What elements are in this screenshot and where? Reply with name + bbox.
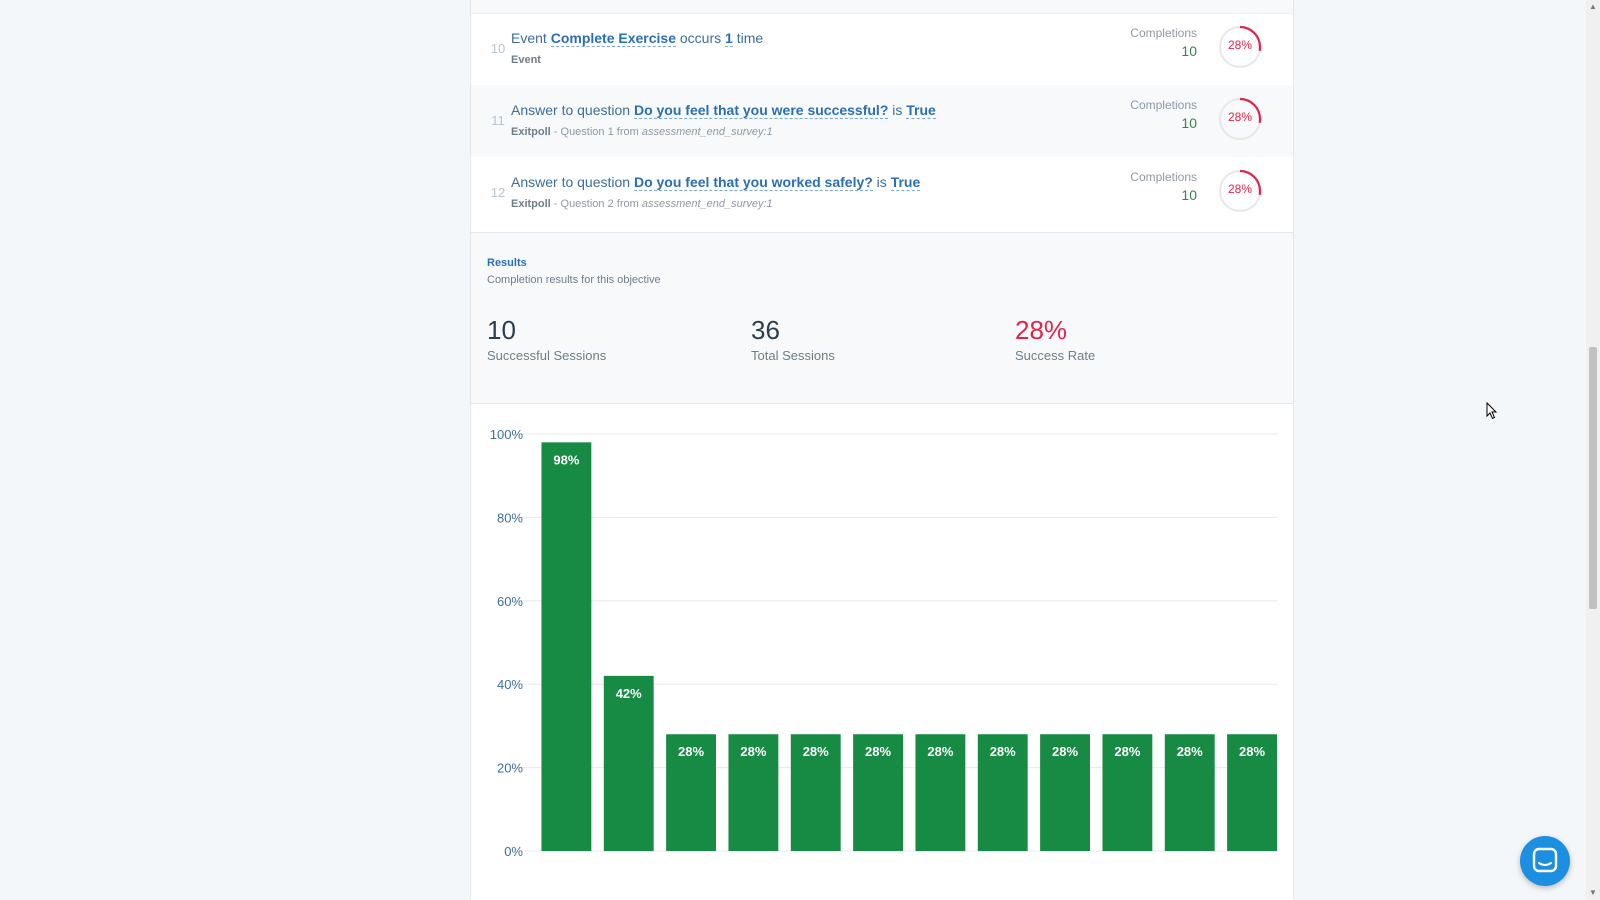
progress-ring: 28% [1217,24,1263,70]
progress-ring-label: 28% [1227,38,1253,52]
chart-bar[interactable] [666,734,716,851]
chart-bar[interactable] [977,734,1028,851]
row-text-middle: is [888,102,907,118]
criteria-row[interactable]: 11 Answer to question Do you feel that y… [471,85,1293,157]
question-link[interactable]: Do you feel that you were successful? [633,102,889,119]
bar-value-label: 28% [990,744,1016,759]
chart-bar[interactable] [1040,734,1090,851]
progress-ring-label: 28% [1227,110,1253,124]
stat-success-rate: 28% Success Rate [1015,315,1095,363]
bar-value-label: 28% [927,744,953,759]
bar-value-label: 28% [1114,744,1140,759]
mouse-pointer-icon [1486,402,1498,420]
page-scrollbar[interactable]: ▲ ▼ [1586,0,1600,900]
progress-ring: 28% [1217,96,1263,142]
criteria-row[interactable]: 10 Event Complete Exercise occurs 1 time… [471,13,1293,85]
completions-label: Completions [1130,98,1197,112]
completions-value: 10 [1181,43,1197,59]
criteria-row[interactable]: 12 Answer to question Do you feel that y… [471,157,1293,229]
row-source-type: Exitpoll [511,126,551,138]
bar-value-label: 28% [1177,744,1203,759]
row-source-survey: assessment_end_survey:1 [641,198,773,210]
stat-value: 36 [751,315,780,345]
bar-value-label: 28% [678,744,704,759]
y-tick-label: 60% [497,594,523,609]
stat-label: Success Rate [1015,348,1096,363]
row-number: 10 [490,41,506,56]
completions: Completions 10 [1130,170,1197,203]
row-source-detail: - Question 2 from [550,198,642,210]
chat-bubble-icon [1532,847,1558,873]
completions-value: 10 [1181,115,1197,131]
previous-row-edge [471,0,1293,14]
row-description: Answer to question Do you feel that you … [511,102,936,119]
completions-value: 10 [1181,187,1197,203]
bar-value-label: 42% [616,686,642,701]
chat-launcher-button[interactable] [1520,836,1570,886]
scroll-down-arrow-icon[interactable]: ▼ [1589,888,1597,897]
y-tick-label: 40% [497,677,523,692]
y-tick-label: 100% [490,427,524,442]
occurrence-count-link[interactable]: 1 [725,30,733,47]
stat-value: 10 [487,315,516,345]
chart-bar[interactable] [790,734,841,851]
question-link[interactable]: Do you feel that you worked safely? [633,174,873,191]
row-text-suffix: time [732,30,764,46]
row-text-prefix: Event [511,30,551,46]
chart-bar[interactable] [915,734,966,851]
row-source-survey: assessment_end_survey:1 [641,126,773,138]
completions: Completions 10 [1130,98,1197,131]
stat-value: 28% [1015,315,1068,345]
row-source: Exitpoll - Question 1 from assessment_en… [511,126,773,138]
results-section: Results Completion results for this obje… [471,232,1293,404]
progress-ring: 28% [1217,168,1263,214]
stat-total-sessions: 36 Total Sessions [751,315,835,363]
chart-bar[interactable] [541,442,592,851]
row-description: Answer to question Do you feel that you … [511,174,921,191]
answer-value-link[interactable]: True [890,174,921,191]
chart-bar[interactable] [1227,734,1277,851]
bar-value-label: 28% [865,744,891,759]
stat-successful-sessions: 10 Successful Sessions [487,315,606,363]
row-number: 12 [490,185,506,200]
row-source: Exitpoll - Question 2 from assessment_en… [511,198,773,210]
scroll-up-arrow-icon[interactable]: ▲ [1589,2,1597,11]
row-text-prefix: Answer to question [511,174,634,190]
completions-label: Completions [1130,170,1197,184]
completions: Completions 10 [1130,26,1197,59]
bar-value-label: 28% [803,744,829,759]
stat-label: Successful Sessions [487,348,607,363]
y-tick-label: 0% [504,844,523,859]
chart-bar[interactable] [728,734,779,851]
y-tick-label: 20% [497,761,523,776]
answer-value-link[interactable]: True [906,102,936,119]
y-tick-label: 80% [497,510,523,525]
chart-bar[interactable] [853,734,903,851]
row-source: Event [511,54,541,66]
bar-value-label: 98% [553,452,579,467]
row-description: Event Complete Exercise occurs 1 time [511,30,764,47]
row-source-type: Event [511,54,541,66]
success-rate-bar-chart: 0% 20% 40% 60% 80% 100% 98% 42% 28% 28% 28% 28% 28% 2… [490,427,1277,859]
objective-panel: 10 Event Complete Exercise occurs 1 time… [470,0,1294,900]
chart-bar[interactable] [1164,734,1215,851]
bar-value-label: 28% [1239,744,1265,759]
row-source-type: Exitpoll [511,198,551,210]
event-name-link[interactable]: Complete Exercise [550,30,676,47]
chart-bar[interactable] [1102,734,1153,851]
row-text-middle: occurs [676,30,726,46]
row-text-middle: is [872,174,891,190]
chart-bar[interactable] [603,675,654,851]
results-subtitle: Completion results for this objective [487,274,661,286]
row-text-prefix: Answer to question [511,102,634,118]
scrollbar-thumb[interactable] [1589,347,1597,609]
results-title: Results [487,257,527,269]
bar-value-label: 28% [1052,744,1078,759]
bar-value-label: 28% [740,744,766,759]
progress-ring-label: 28% [1227,182,1253,196]
completions-label: Completions [1130,26,1197,40]
row-source-detail: - Question 1 from [550,126,642,138]
stat-label: Total Sessions [751,348,835,363]
row-number: 11 [491,113,505,128]
